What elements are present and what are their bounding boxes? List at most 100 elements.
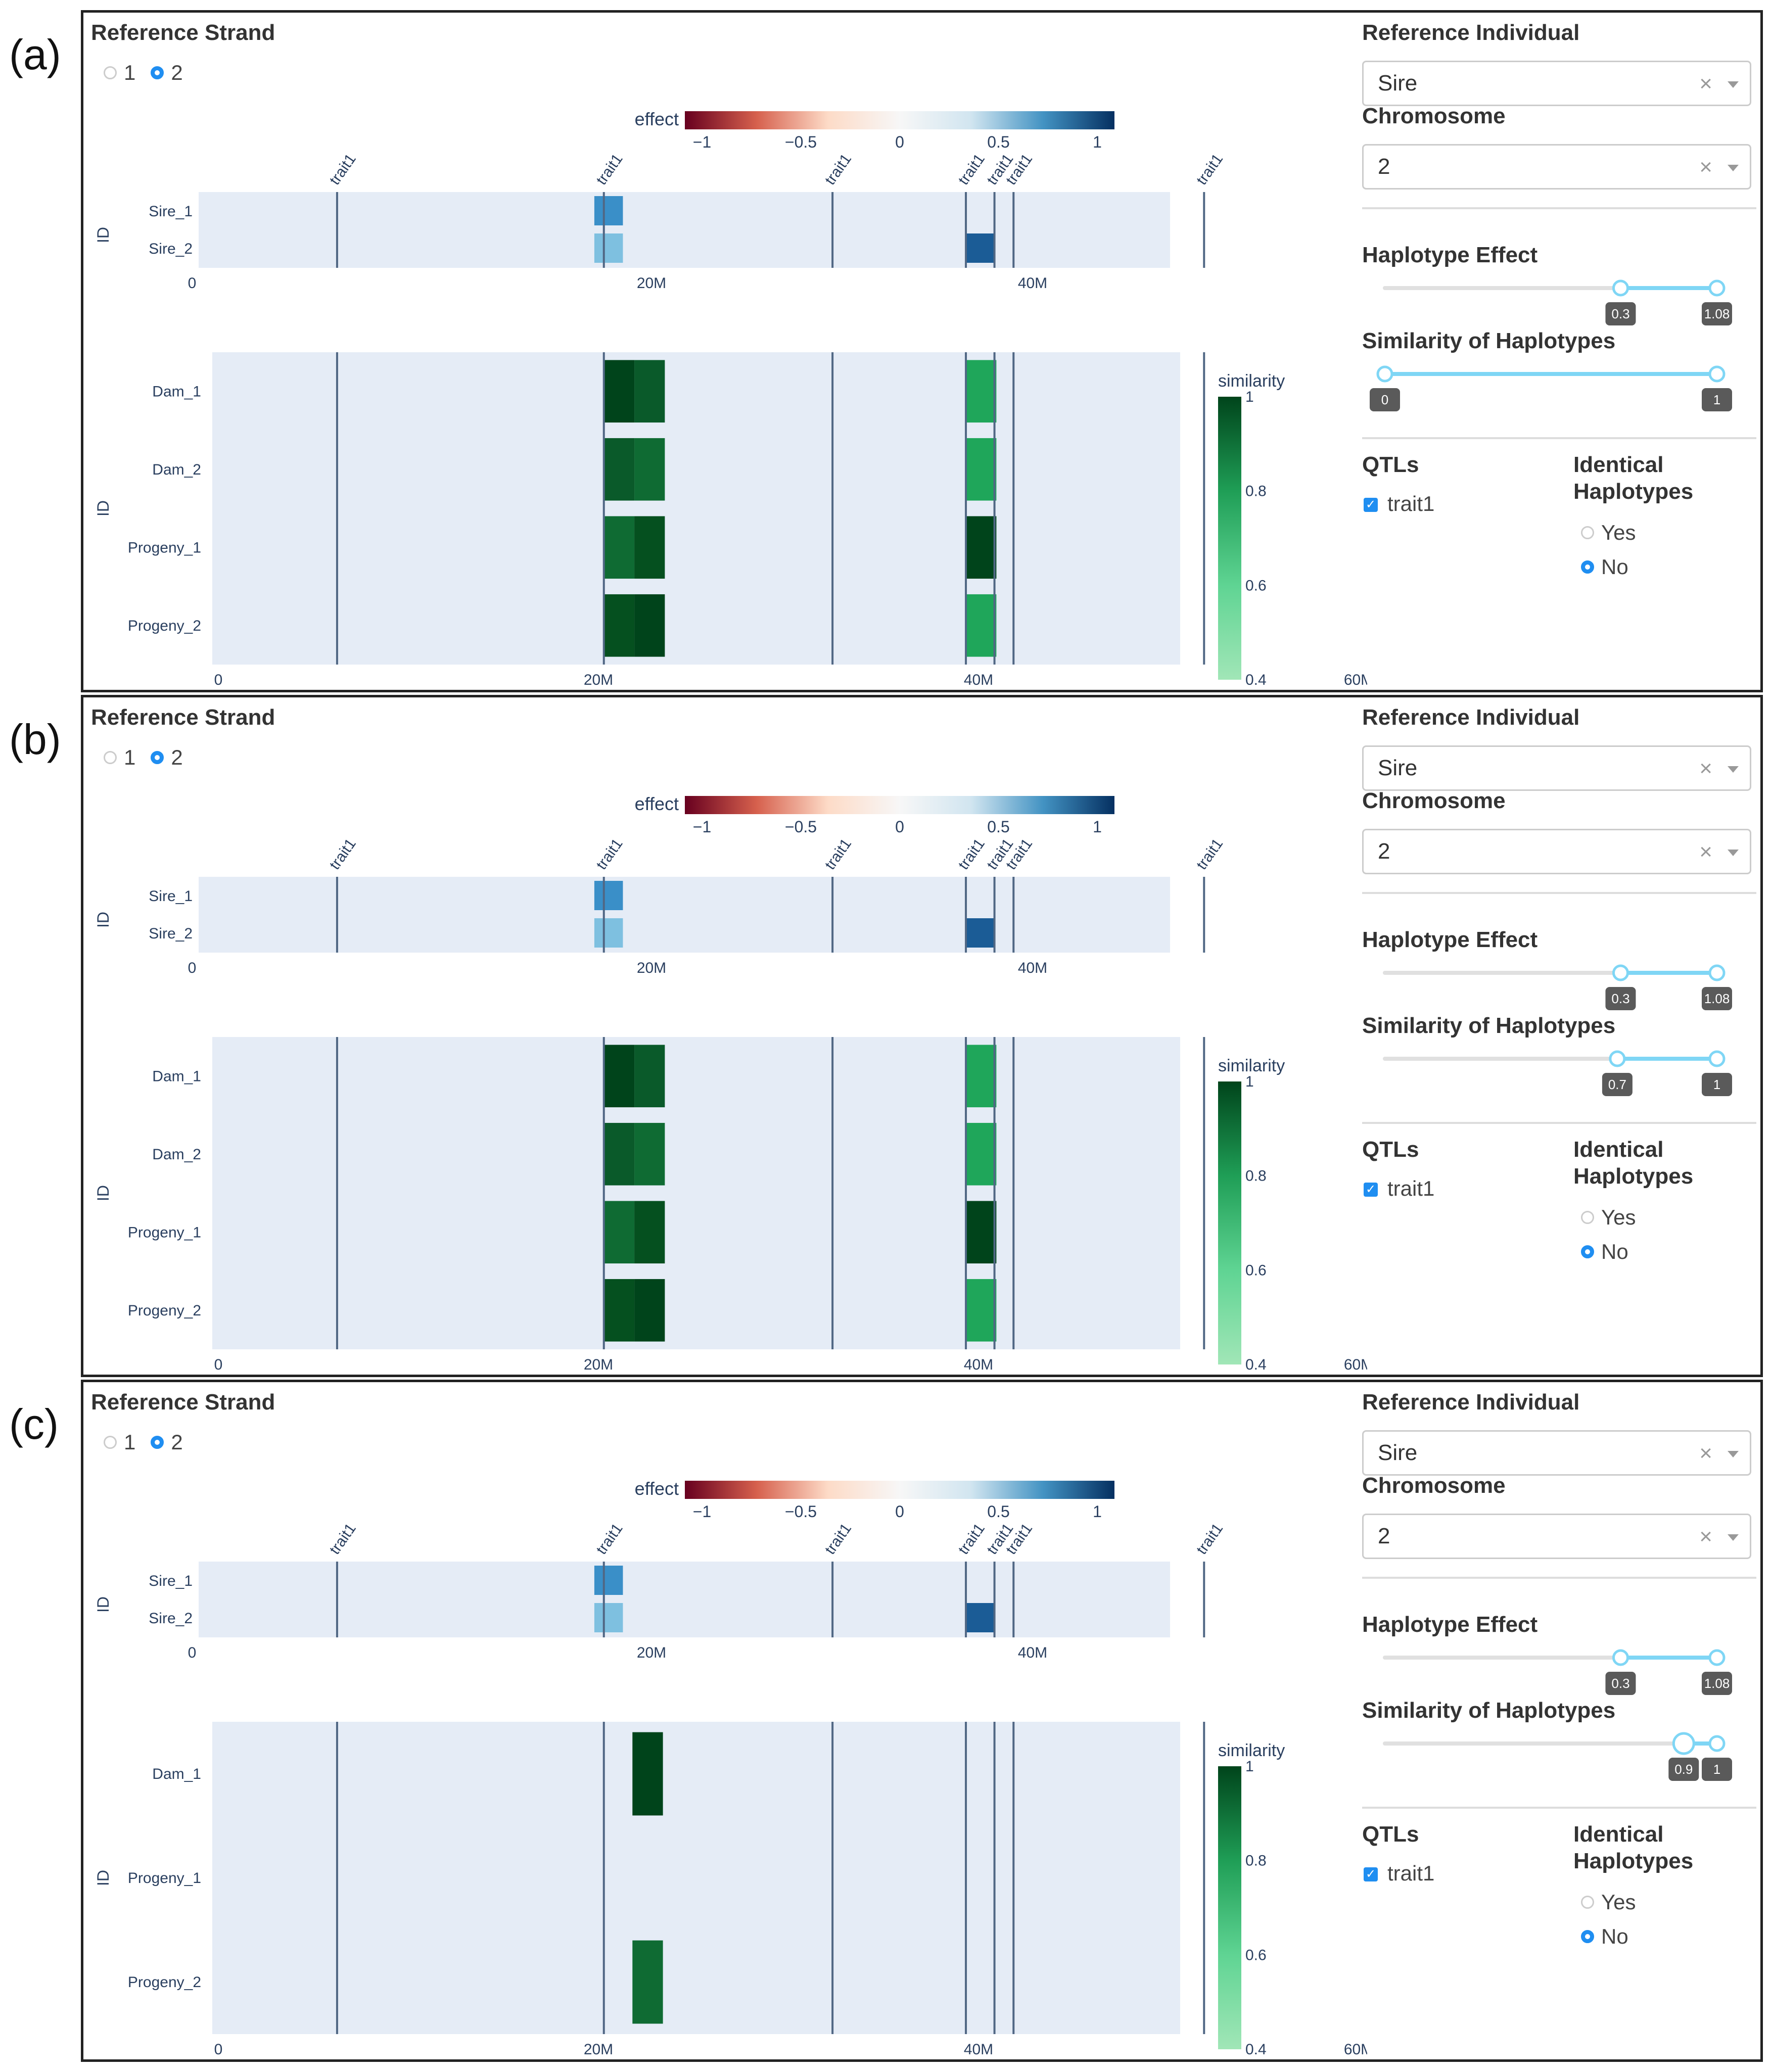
qtl-label[interactable]: trait1: [955, 1520, 988, 1558]
similarity-slider[interactable]: 0.9 1: [1357, 1728, 1761, 1784]
strand-option-1[interactable]: 1: [104, 1430, 135, 1454]
similarity-cell[interactable]: [634, 438, 665, 501]
strand-option-2[interactable]: 2: [151, 61, 183, 85]
qtl-label[interactable]: trait1: [327, 151, 359, 188]
slider-handle-low[interactable]: [1609, 1050, 1626, 1067]
similarity-cell[interactable]: [634, 1045, 665, 1108]
similarity-cell[interactable]: [966, 1045, 997, 1108]
clear-icon[interactable]: ×: [1699, 1441, 1712, 1466]
qtl-label[interactable]: trait1: [822, 835, 855, 873]
similarity-cell[interactable]: [603, 594, 635, 657]
effect-cell[interactable]: [594, 881, 623, 910]
radio-button[interactable]: [104, 751, 117, 764]
chromosome-dropdown[interactable]: 2 ×: [1362, 144, 1751, 190]
radio-button[interactable]: [151, 1436, 164, 1449]
effect-cell[interactable]: [966, 233, 995, 263]
slider-handle-low[interactable]: [1672, 1732, 1695, 1755]
qtl-label[interactable]: trait1: [327, 1520, 359, 1558]
radio-button[interactable]: [151, 751, 164, 764]
similarity-cell[interactable]: [634, 360, 665, 423]
similarity-cell[interactable]: [634, 1201, 665, 1264]
effect-cell[interactable]: [966, 918, 995, 948]
radio-button[interactable]: [104, 1436, 117, 1449]
slider-handle-high[interactable]: [1708, 279, 1726, 297]
identical-option-no[interactable]: No: [1581, 1240, 1628, 1264]
qtl-label[interactable]: trait1: [327, 835, 359, 873]
effect-cell[interactable]: [966, 1603, 995, 1632]
similarity-cell[interactable]: [603, 1122, 635, 1186]
qtl-label[interactable]: trait1: [822, 1520, 855, 1558]
slider-handle-low[interactable]: [1612, 964, 1629, 981]
chevron-down-icon[interactable]: [1728, 766, 1739, 773]
slider-handle-high[interactable]: [1708, 1649, 1726, 1666]
chevron-down-icon[interactable]: [1728, 1534, 1739, 1541]
qtl-checkbox[interactable]: ✓: [1364, 1867, 1378, 1881]
clear-icon[interactable]: ×: [1699, 1524, 1712, 1549]
similarity-cell[interactable]: [603, 1045, 635, 1108]
radio-button[interactable]: [104, 66, 117, 79]
slider-handle-low[interactable]: [1612, 1649, 1629, 1666]
radio-button[interactable]: [151, 66, 164, 79]
radio-button[interactable]: [1581, 526, 1594, 539]
radio-button[interactable]: [1581, 1211, 1594, 1224]
radio-button[interactable]: [1581, 1930, 1594, 1943]
qtl-label[interactable]: trait1: [593, 151, 626, 188]
reference-individual-dropdown[interactable]: Sire ×: [1362, 745, 1751, 791]
similarity-cell[interactable]: [632, 1732, 663, 1816]
strand-option-2[interactable]: 2: [151, 745, 183, 770]
qtl-label[interactable]: trait1: [955, 151, 988, 188]
identical-option-yes[interactable]: Yes: [1581, 1205, 1636, 1230]
qtl-label[interactable]: trait1: [593, 1520, 626, 1558]
radio-button[interactable]: [1581, 1245, 1594, 1258]
radio-button[interactable]: [1581, 1896, 1594, 1909]
qtl-label[interactable]: trait1: [593, 835, 626, 873]
clear-icon[interactable]: ×: [1699, 155, 1712, 179]
similarity-cell[interactable]: [966, 1201, 997, 1264]
similarity-cell[interactable]: [634, 1279, 665, 1342]
chevron-down-icon[interactable]: [1728, 1451, 1739, 1457]
qtl-label[interactable]: trait1: [1193, 835, 1226, 873]
effect-cell[interactable]: [594, 1566, 623, 1595]
clear-icon[interactable]: ×: [1699, 756, 1712, 781]
slider-handle-low[interactable]: [1376, 365, 1393, 383]
similarity-slider[interactable]: 0.7 1: [1357, 1044, 1761, 1099]
strand-option-1[interactable]: 1: [104, 745, 135, 770]
slider-handle-high[interactable]: [1708, 964, 1726, 981]
haplotype-effect-slider[interactable]: 0.3 1.08: [1357, 958, 1761, 1013]
clear-icon[interactable]: ×: [1699, 71, 1712, 96]
similarity-cell[interactable]: [634, 1122, 665, 1186]
similarity-cell[interactable]: [632, 1940, 663, 2024]
qtl-label[interactable]: trait1: [1193, 151, 1226, 188]
clear-icon[interactable]: ×: [1699, 839, 1712, 864]
chromosome-dropdown[interactable]: 2 ×: [1362, 829, 1751, 874]
similarity-cell[interactable]: [603, 1279, 635, 1342]
chevron-down-icon[interactable]: [1728, 165, 1739, 171]
chevron-down-icon[interactable]: [1728, 81, 1739, 88]
strand-option-2[interactable]: 2: [151, 1430, 183, 1454]
similarity-cell[interactable]: [603, 1201, 635, 1264]
similarity-cell[interactable]: [634, 516, 665, 579]
effect-cell[interactable]: [594, 1603, 623, 1632]
qtl-label[interactable]: trait1: [1193, 1520, 1226, 1558]
chevron-down-icon[interactable]: [1728, 850, 1739, 856]
haplotype-effect-slider[interactable]: 0.3 1.08: [1357, 273, 1761, 328]
identical-option-yes[interactable]: Yes: [1581, 521, 1636, 545]
similarity-cell[interactable]: [634, 594, 665, 657]
similarity-cell[interactable]: [966, 360, 997, 423]
strand-option-1[interactable]: 1: [104, 61, 135, 85]
identical-option-no[interactable]: No: [1581, 555, 1628, 579]
reference-individual-dropdown[interactable]: Sire ×: [1362, 61, 1751, 106]
haplotype-effect-slider[interactable]: 0.3 1.08: [1357, 1642, 1761, 1698]
slider-handle-high[interactable]: [1708, 1050, 1726, 1067]
qtl-checkbox[interactable]: ✓: [1364, 498, 1378, 512]
effect-cell[interactable]: [594, 196, 623, 225]
slider-handle-low[interactable]: [1612, 279, 1629, 297]
qtl-label[interactable]: trait1: [955, 835, 988, 873]
similarity-cell[interactable]: [966, 1122, 997, 1186]
effect-cell[interactable]: [594, 918, 623, 948]
reference-individual-dropdown[interactable]: Sire ×: [1362, 1430, 1751, 1476]
radio-button[interactable]: [1581, 560, 1594, 574]
slider-handle-high[interactable]: [1708, 365, 1726, 383]
qtl-checkbox[interactable]: ✓: [1364, 1183, 1378, 1197]
